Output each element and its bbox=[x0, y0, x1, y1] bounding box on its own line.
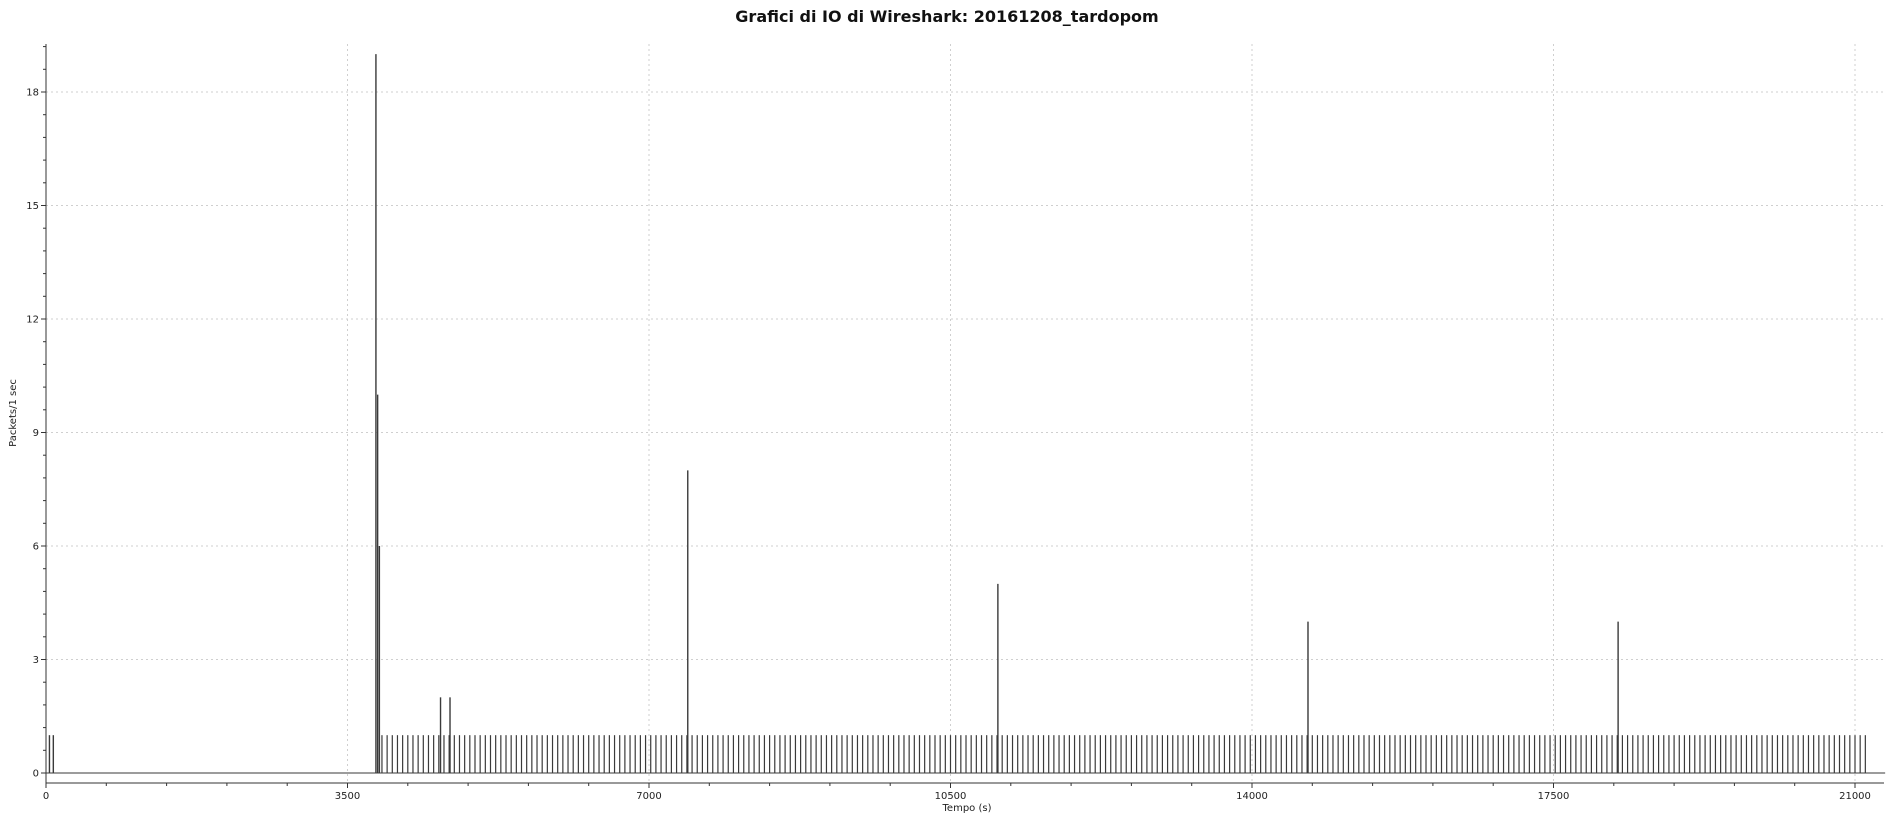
x-tick-label-6: 21000 bbox=[1839, 791, 1871, 802]
y-axis-label: Packets/1 sec bbox=[8, 379, 19, 447]
y-tick-label-3: 9 bbox=[33, 428, 39, 439]
x-axis-label: Tempo (s) bbox=[942, 803, 992, 814]
y-tick-label-4: 12 bbox=[26, 315, 39, 326]
y-tick-label-1: 3 bbox=[33, 655, 39, 666]
x-tick-label-2: 7000 bbox=[636, 791, 661, 802]
data-bars bbox=[46, 54, 1886, 774]
x-tick-label-5: 17500 bbox=[1538, 791, 1570, 802]
x-tick-label-0: 0 bbox=[43, 791, 49, 802]
y-tick-label-6: 18 bbox=[26, 88, 39, 99]
tick-labels: 0 3500 7000 10500 14000 17500 21000 0 3 6 9 12 15 18 bbox=[26, 88, 1871, 803]
y-tick-label-2: 6 bbox=[33, 542, 39, 553]
x-tick-label-3: 10500 bbox=[935, 791, 967, 802]
x-tick-label-1: 3500 bbox=[335, 791, 360, 802]
chart-title: Grafici di IO di Wireshark: 20161208_tar… bbox=[735, 7, 1158, 26]
x-tick-label-4: 14000 bbox=[1236, 791, 1268, 802]
y-tick-label-5: 15 bbox=[26, 201, 39, 212]
grid-lines bbox=[46, 44, 1884, 783]
y-tick-label-0: 0 bbox=[33, 769, 39, 780]
axes bbox=[41, 44, 1884, 788]
